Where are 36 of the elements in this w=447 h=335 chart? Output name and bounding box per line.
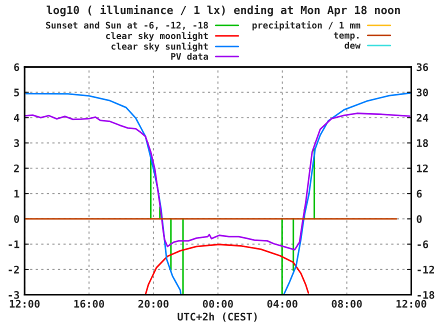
x-tick-label: 00:00	[202, 300, 233, 308]
y2-tick-label: 0	[416, 215, 422, 223]
y2-tick-label: 30	[416, 88, 428, 96]
x-axis-title: UTC+2h (CEST)	[178, 312, 257, 322]
x-tick-label: 08:00	[332, 300, 362, 308]
y-tick-label: -2	[8, 266, 19, 274]
legend-label: clear sky sunlight	[111, 42, 208, 52]
y2-tick-label: 18	[417, 139, 428, 148]
y2-tick-label: 12	[417, 164, 428, 172]
y2-tick-label: -6	[418, 240, 428, 248]
y2-tick-label: 36	[416, 63, 428, 72]
x-tick-label: 12:00	[10, 300, 40, 308]
y-tick-label: 3	[14, 139, 20, 148]
chart-title: log10 ( illuminance / 1 lx) ending at Mon Apr 18 noon	[46, 5, 400, 16]
y-tick-label: 6	[14, 63, 20, 72]
y2-tick-label: 24	[416, 114, 428, 122]
x-tick-label: 12:00	[396, 300, 426, 308]
y2-tick-label: -12	[418, 266, 434, 274]
legend-label: dew	[344, 42, 361, 49]
legend-label: PV data	[171, 52, 208, 60]
legend-label: precipitation / 1 mm	[252, 21, 360, 30]
y2-tick-label: 6	[416, 190, 422, 198]
y-tick-label: 1	[14, 190, 20, 198]
legend-label: temp.	[334, 32, 359, 40]
y-tick-label: 4	[14, 114, 20, 122]
legend-label: Sunset and Sun at -6, -12, -18	[46, 22, 208, 30]
x-tick-label: 04:00	[267, 300, 298, 308]
x-tick-label: 16:00	[74, 300, 104, 308]
y-tick-label: 2	[14, 164, 19, 172]
y-tick-label: 5	[14, 88, 20, 96]
y-tick-label: 0	[14, 215, 20, 223]
y2-tick-label: -18	[418, 291, 434, 299]
x-tick-label: 20:00	[138, 300, 169, 308]
y-tick-label: -1	[8, 240, 20, 248]
y-tick-label: -3	[8, 291, 20, 299]
legend-label: clear sky moonlight	[106, 32, 208, 41]
